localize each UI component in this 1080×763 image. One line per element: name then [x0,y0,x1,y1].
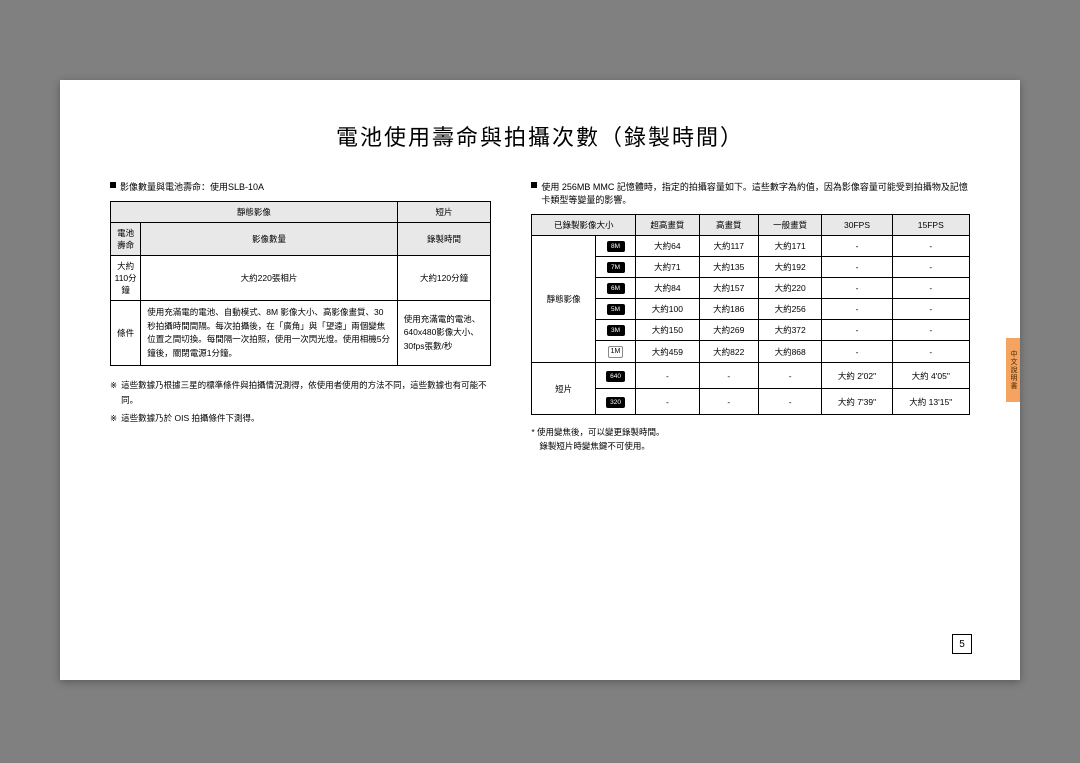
cell: 大約868 [758,341,822,363]
size-icon: 7M [595,257,635,278]
cell-cond-right: 使用充滿電的電池、640x480影像大小、30fps張數/秒 [397,301,491,366]
cell: 大約64 [636,236,700,257]
page-number: 5 [952,634,972,654]
cell: - [636,363,700,389]
icon-6m: 6M [607,283,625,294]
cell: 大約256 [758,299,822,320]
cat-clip: 短片 [532,363,596,415]
size-icon: 6M [595,278,635,299]
cell: 大約269 [699,320,758,341]
cell: - [892,257,969,278]
cat-still: 靜態影像 [532,236,596,363]
hdr-still: 靜態影像 [111,202,398,223]
cell-batt: 大約110分鐘 [111,256,141,301]
left-column: 影像數量與電池壽命：使用SLB-10A 靜態影像 短片 電池壽命 影像數量 錄製… [110,180,491,454]
page-title: 電池使用壽命與拍攝次數（錄製時間） [110,120,970,152]
icon-3m: 3M [607,325,625,336]
cell: 大約 4'05" [892,363,969,389]
left-notes: ※ 這些數據乃根據三星的標準條件與拍攝情況測得，依使用者使用的方法不同，這些數據… [110,378,491,425]
size-icon: 640 [595,363,635,389]
thumb-tab: 中文說明書 [1006,338,1020,402]
hdr-q2: 高畫質 [699,215,758,236]
cell: 大約 13'15" [892,389,969,415]
cell: - [636,389,700,415]
cell: - [892,236,969,257]
capacity-table: 已錄製影像大小 超高畫質 高畫質 一般畫質 30FPS 15FPS 靜態影像 8… [531,214,970,415]
cell: - [758,389,822,415]
hdr-q1: 超高畫質 [636,215,700,236]
cell: 大約157 [699,278,758,299]
cell: - [822,278,892,299]
cell: - [822,257,892,278]
cell: - [822,299,892,320]
cell: - [699,363,758,389]
note-1-text: 這些數據乃根據三星的標準條件與拍攝情況測得，依使用者使用的方法不同，這些數據也有… [121,378,491,407]
note-1: ※ 這些數據乃根據三星的標準條件與拍攝情況測得，依使用者使用的方法不同，這些數據… [110,378,491,407]
right-column: 使用 256MB MMC 記憶體時，指定的拍攝容量如下。這些數字為約值，因為影像… [531,180,970,454]
cell: - [822,236,892,257]
cell: 大約459 [636,341,700,363]
icon-1m: 1M [608,346,624,358]
battery-table: 靜態影像 短片 電池壽命 影像數量 錄製時間 大約110分鐘 大約220張相片 … [110,201,491,366]
cell: 大約100 [636,299,700,320]
cell: 大約135 [699,257,758,278]
note-mark: ※ [110,411,117,425]
right-heading: 使用 256MB MMC 記憶體時，指定的拍攝容量如下。這些數字為約值，因為影像… [531,180,970,206]
cell: - [822,320,892,341]
page: 電池使用壽命與拍攝次數（錄製時間） 影像數量與電池壽命：使用SLB-10A 靜態… [60,80,1020,680]
foot-1: * 使用變焦後，可以變更錄製時間。 [531,425,970,439]
right-footnotes: * 使用變焦後，可以變更錄製時間。 錄製短片時變焦鍵不可使用。 [531,425,970,454]
icon-5m: 5M [607,304,625,315]
cell: - [892,320,969,341]
note-2: ※ 這些數據乃於 OIS 拍攝條件下測得。 [110,411,491,425]
left-heading-text: 影像數量與電池壽命：使用SLB-10A [120,180,264,193]
foot-2: 錄製短片時變焦鍵不可使用。 [539,439,970,453]
cell: 大約220 [758,278,822,299]
content-columns: 影像數量與電池壽命：使用SLB-10A 靜態影像 短片 電池壽命 影像數量 錄製… [110,180,970,454]
cell: 大約192 [758,257,822,278]
left-heading: 影像數量與電池壽命：使用SLB-10A [110,180,491,193]
cell: 大約117 [699,236,758,257]
note-2-text: 這些數據乃於 OIS 拍攝條件下測得。 [121,411,259,425]
cell: 大約186 [699,299,758,320]
icon-8m: 8M [607,241,625,252]
cell: - [758,363,822,389]
thumb-tab-text: 中文說明書 [1008,350,1018,390]
cell-count: 大約220張相片 [141,256,397,301]
hdr-count: 影像數量 [141,223,397,256]
cell: 大約 7'39" [822,389,892,415]
hdr-rect: 錄製時間 [397,223,491,256]
icon-7m: 7M [607,262,625,273]
note-mark: ※ [110,378,117,407]
cell: 大約 2'02" [822,363,892,389]
cell: - [822,341,892,363]
cell: 大約84 [636,278,700,299]
hdr-batt: 電池壽命 [111,223,141,256]
cell: - [892,341,969,363]
cell: 大約71 [636,257,700,278]
size-icon: 8M [595,236,635,257]
cell: - [699,389,758,415]
hdr-size: 已錄製影像大小 [532,215,636,236]
cell: 大約822 [699,341,758,363]
cell: - [892,299,969,320]
cell: - [892,278,969,299]
cell-rect: 大約120分鐘 [397,256,491,301]
cell: 大約171 [758,236,822,257]
hdr-15: 15FPS [892,215,969,236]
icon-320: 320 [606,397,625,408]
size-icon: 1M [595,341,635,363]
cell-cond-left: 使用充滿電的電池、自動模式、8M 影像大小、高影像畫質、30秒拍攝時間間隔。每次… [141,301,397,366]
cell: 大約150 [636,320,700,341]
icon-640: 640 [606,371,625,382]
right-heading-text: 使用 256MB MMC 記憶體時，指定的拍攝容量如下。這些數字為約值，因為影像… [541,180,970,206]
hdr-30: 30FPS [822,215,892,236]
cell-cond-label: 條件 [111,301,141,366]
size-icon: 5M [595,299,635,320]
hdr-q3: 一般畫質 [758,215,822,236]
hdr-clip: 短片 [397,202,491,223]
size-icon: 3M [595,320,635,341]
cell: 大約372 [758,320,822,341]
size-icon: 320 [595,389,635,415]
